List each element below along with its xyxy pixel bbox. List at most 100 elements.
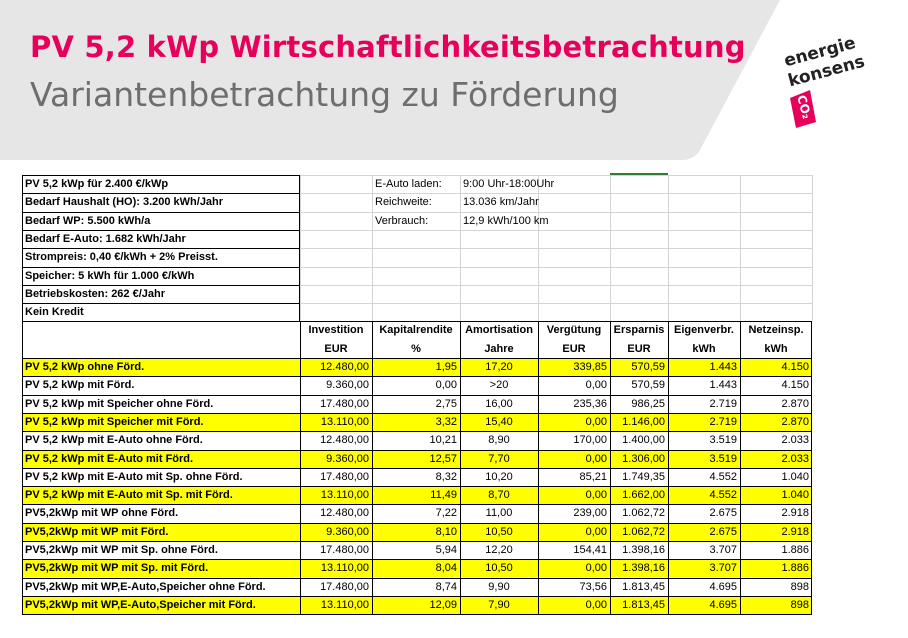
column-header: Ersparnis (613, 324, 665, 336)
table-border-v (372, 321, 373, 614)
table-cell-value: 13.110,00 (320, 599, 369, 611)
column-unit: % (411, 343, 421, 355)
info-border-h (22, 303, 300, 304)
table-cell-value: 986,25 (631, 398, 665, 410)
table-cell-value: 3,32 (435, 416, 457, 428)
table-border-h (22, 413, 812, 414)
table-border-h (22, 468, 812, 469)
table-border-h (22, 321, 812, 322)
table-cell-value: 235,36 (573, 398, 607, 410)
table-cell-value: 1.040 (781, 489, 809, 501)
eauto-label: E-Auto laden: (375, 178, 442, 190)
table-cell-value: 13.110,00 (320, 489, 369, 501)
table-cell-value: 4.150 (781, 361, 809, 373)
header-background (0, 0, 780, 160)
table-cell-value: 1.040 (781, 471, 809, 483)
table-cell-value: 4.552 (709, 471, 737, 483)
table-cell-value: 0,00 (585, 599, 607, 611)
gridline-v (372, 175, 373, 321)
table-cell-value: 7,70 (488, 453, 510, 465)
variant-name: PV 5,2 kWp mit E-Auto mit Sp. mit Förd. (25, 489, 233, 501)
eauto-label: Verbrauch: (375, 215, 429, 227)
table-cell-value: 0,00 (585, 562, 607, 574)
table-cell-value: 1.886 (781, 544, 809, 556)
variant-name: PV5,2kWp mit WP,E-Auto,Speicher mit Förd… (25, 599, 256, 611)
table-cell-value: 5,94 (435, 544, 457, 556)
table-cell-value: 13.110,00 (320, 562, 369, 574)
table-border-left (22, 321, 23, 614)
table-cell-value: 0,00 (585, 526, 607, 538)
variant-name: PV5,2kWp mit WP mit Sp. ohne Förd. (25, 544, 218, 556)
table-border-v (811, 321, 812, 614)
table-cell-value: 154,41 (573, 544, 607, 556)
table-cell-value: 1.443 (709, 379, 737, 391)
table-cell-value: 2.870 (781, 398, 809, 410)
table-cell-value: 570,59 (631, 379, 665, 391)
table-cell-value: 0,00 (585, 489, 607, 501)
variant-name: PV 5,2 kWp ohne Förd. (25, 361, 145, 373)
table-cell-value: 17.480,00 (320, 398, 369, 410)
info-border-h (22, 267, 300, 268)
column-unit: EUR (324, 343, 348, 355)
table-cell-value: 1.886 (781, 562, 809, 574)
table-cell-value: 4.552 (709, 489, 737, 501)
table-border-h (22, 450, 812, 451)
table-cell-value: 12,09 (429, 599, 457, 611)
gridline-v (740, 175, 741, 321)
table-border-v (538, 321, 539, 614)
column-header: Netzeinsp. (748, 324, 804, 336)
column-unit: EUR (562, 343, 586, 355)
table-cell-value: 2.675 (709, 507, 737, 519)
table-border-h (22, 376, 812, 377)
eauto-value: 9:00 Uhr-18:00Uhr (463, 178, 555, 190)
table-cell-value: 73,56 (579, 581, 607, 593)
table-cell-value: 8,74 (435, 581, 457, 593)
table-cell-value: 1.813,45 (622, 581, 665, 593)
table-cell-value: 1.662,00 (622, 489, 665, 501)
row-highlight (22, 413, 812, 431)
table-border-h (22, 596, 812, 597)
table-cell-value: 2,75 (435, 398, 457, 410)
table-border-v (610, 321, 611, 614)
table-border-h (22, 523, 812, 524)
table-border-h (22, 541, 812, 542)
table-border-h (22, 358, 812, 359)
page-title: PV 5,2 kWp Wirtschaftlichkeitsbetrachtun… (30, 30, 746, 64)
table-cell-value: 7,90 (488, 599, 510, 611)
gridline-h (300, 212, 812, 213)
eauto-label: Reichweite: (375, 196, 432, 208)
table-cell-value: 8,70 (488, 489, 510, 501)
table-border-h (22, 559, 812, 560)
table-cell-value: 1.306,00 (622, 453, 665, 465)
info-row: Kein Kredit (25, 306, 84, 318)
table-cell-value: 1.400,00 (622, 434, 665, 446)
table-cell-value: 0,00 (585, 379, 607, 391)
gridline-v (538, 175, 539, 321)
info-border-h (22, 193, 300, 194)
table-cell-value: 0,00 (585, 453, 607, 465)
variant-name: PV5,2kWp mit WP,E-Auto,Speicher ohne För… (25, 581, 266, 593)
table-cell-value: 2.675 (709, 526, 737, 538)
table-cell-value: 17.480,00 (320, 471, 369, 483)
info-border-h (22, 230, 300, 231)
gridline-h (300, 175, 812, 176)
table-border-h (22, 431, 812, 432)
info-row: Betriebskosten: 262 €/Jahr (25, 288, 166, 300)
info-row: Bedarf E-Auto: 1.682 kWh/Jahr (25, 233, 186, 245)
table-cell-value: 1,95 (435, 361, 457, 373)
table-cell-value: 3.519 (709, 453, 737, 465)
table-cell-value: 2.033 (781, 434, 809, 446)
column-unit: kWh (692, 343, 716, 355)
table-border-v (460, 321, 461, 614)
row-highlight (22, 450, 812, 468)
gridline-h (300, 248, 812, 249)
table-cell-value: 2.918 (781, 526, 809, 538)
variant-name: PV 5,2 kWp mit Speicher mit Förd. (25, 416, 204, 428)
energiekonsens-logo: energie konsens CO₂ (776, 30, 886, 130)
table-cell-value: 4.695 (709, 581, 737, 593)
table-cell-value: 16,00 (485, 398, 513, 410)
table-cell-value: 2.033 (781, 453, 809, 465)
table-cell-value: 4.150 (781, 379, 809, 391)
info-border-h (22, 175, 300, 176)
variant-name: PV5,2kWp mit WP ohne Förd. (25, 507, 179, 519)
